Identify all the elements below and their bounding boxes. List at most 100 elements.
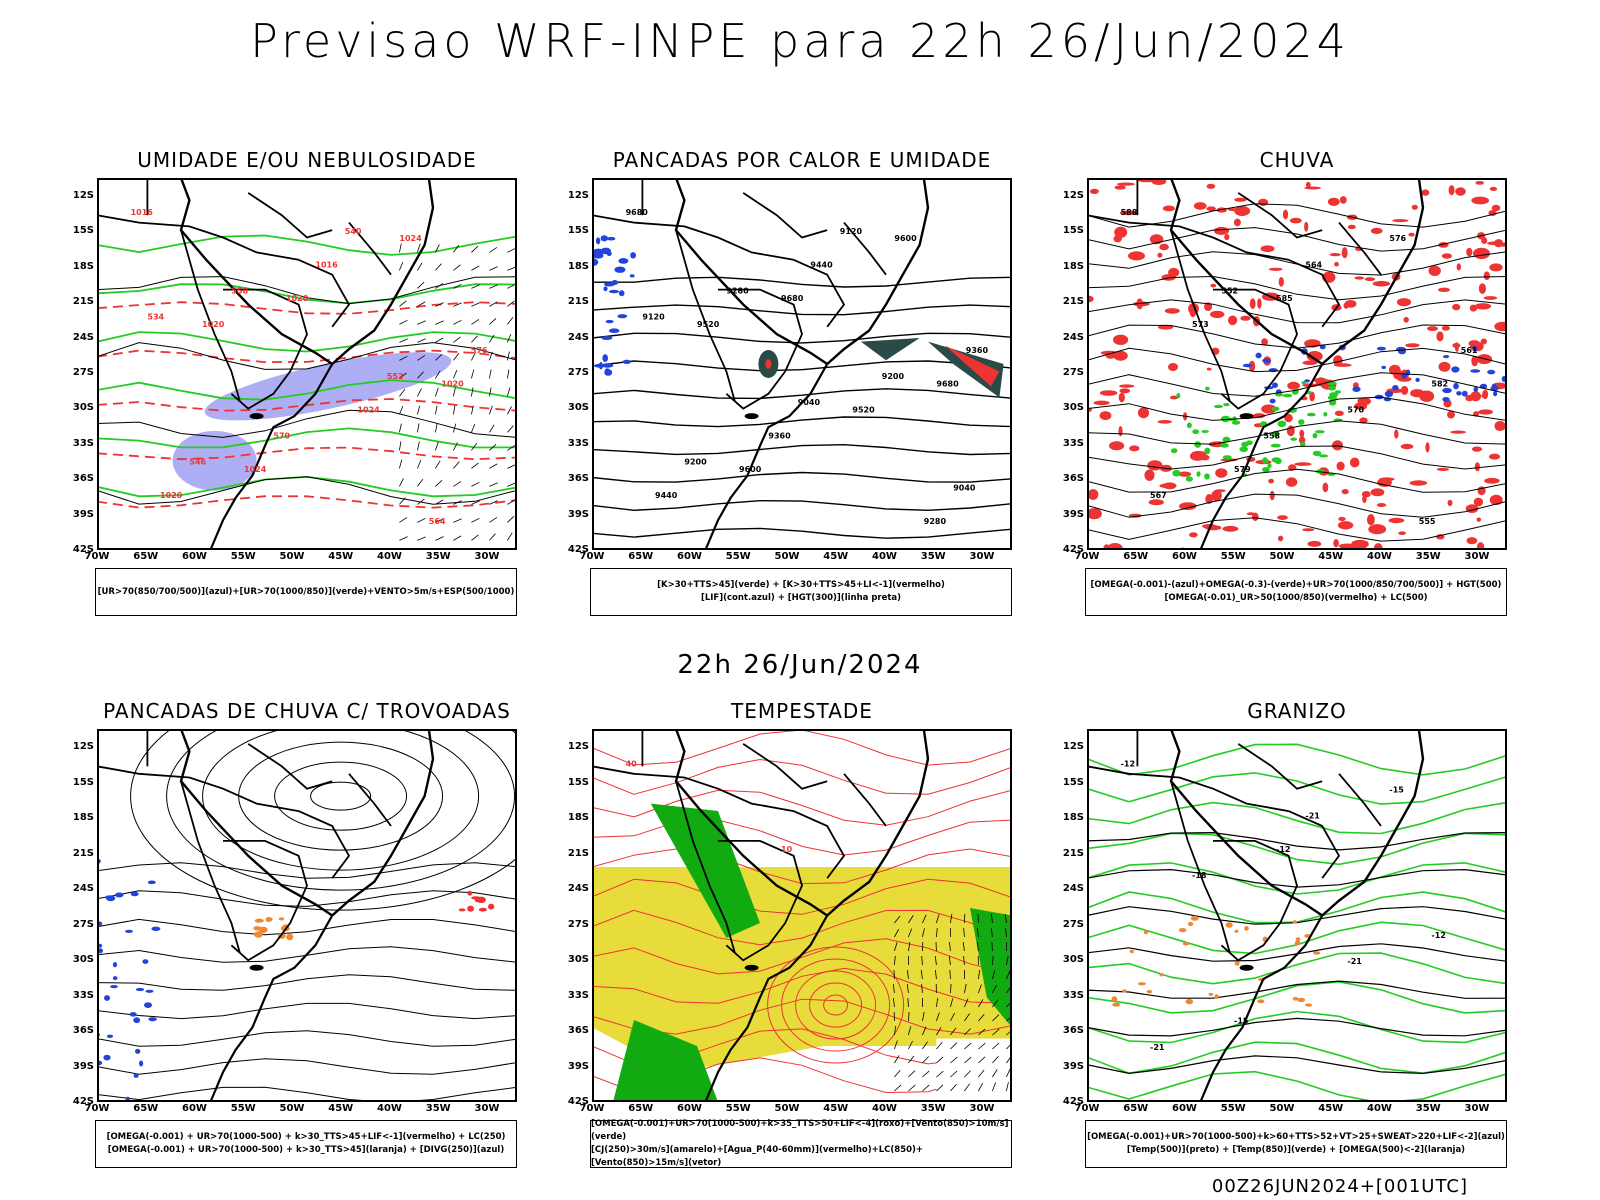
wind-vector-21 <box>417 320 426 325</box>
wind15-vector-34 <box>922 1026 927 1036</box>
wind15-vector-29 <box>921 955 923 966</box>
omega500-orange-cell-5 <box>1182 942 1190 946</box>
umidade-border-3 <box>298 258 351 328</box>
omega-red-cell-257 <box>1481 237 1488 244</box>
omega-green-cell-3 <box>1323 412 1328 417</box>
streamline-6 <box>97 1030 517 1047</box>
tempestade-coastline-south <box>704 914 829 1102</box>
lat-label: 24S <box>567 883 589 894</box>
omega-red-cell-66 <box>1436 331 1444 342</box>
omega-red-cell-103 <box>1392 219 1409 223</box>
wind15-vector-99 <box>992 1028 1000 1036</box>
lon-label: 55W <box>725 1103 751 1114</box>
omega-green-cell-36 <box>1219 443 1229 448</box>
pancadas-calor-contour-label: 9280 <box>726 286 749 295</box>
wind15-vector-5 <box>892 983 895 994</box>
omega-red-cell-173 <box>1169 395 1179 400</box>
granizo-contour-label: -12 <box>1121 759 1135 768</box>
pancadas-calor-border-2 <box>718 288 803 410</box>
chuva-border-2 <box>1213 288 1298 410</box>
orange-cell-cell-10 <box>259 926 268 933</box>
omega-red-cell-227 <box>1359 417 1368 424</box>
omega-red-cell-80 <box>1137 407 1150 419</box>
lat-label: 15S <box>567 776 589 788</box>
omega-red-cell-118 <box>1488 453 1501 460</box>
omega-red-cell-259 <box>1343 302 1349 309</box>
tempestade-contour-label: 10 <box>781 845 793 854</box>
pancadas-calor-contour-label: 9600 <box>739 465 762 474</box>
omega-red-cell-246 <box>1287 381 1300 390</box>
umidade-contour-label: 1016 <box>131 208 154 217</box>
lon-label: 40W <box>377 551 402 562</box>
chuva-contour-label: 573 <box>1192 320 1209 329</box>
lon-label: 45W <box>823 551 849 562</box>
omega-red-cell-76 <box>1252 413 1266 419</box>
omega-red-cell-221 <box>1400 385 1409 395</box>
umidade-contour-label: 558 <box>231 286 248 295</box>
orange-cell-cell-3 <box>254 918 264 923</box>
lat-label: 21S <box>567 296 589 308</box>
hgt300-contour-7 <box>592 471 1012 483</box>
lif-blue-cell-28 <box>629 274 635 278</box>
wind15-vector-93 <box>991 941 993 952</box>
lon-label: 65W <box>133 551 159 562</box>
lif-blue-cell-10 <box>608 328 620 333</box>
wind-vector-78 <box>471 423 476 433</box>
omega-red-cell-10 <box>1206 367 1212 371</box>
wind-vector-89 <box>489 318 497 325</box>
hgt500-contour-10 <box>1087 445 1507 470</box>
wind-vector-30 <box>417 478 424 487</box>
lif-blue-cell-4 <box>630 252 636 259</box>
omega-red-cell-165 <box>1144 469 1155 481</box>
omega-red-cell-17 <box>1289 217 1302 224</box>
hgt500-contour-7 <box>1087 372 1507 397</box>
wind-vector-19 <box>417 281 425 289</box>
umidade-border-2 <box>223 288 308 410</box>
granizo-border-4 <box>1338 773 1382 827</box>
thickness-line-4 <box>97 495 517 509</box>
temp850-contour-8 <box>1087 980 1507 1014</box>
omega-blue-cell-7 <box>1443 355 1450 359</box>
trovoadas-lagoon <box>249 964 264 971</box>
wind-vector-32 <box>417 517 426 523</box>
wind-vector-90 <box>489 334 495 343</box>
wind15-vector-27 <box>922 928 925 938</box>
thickness-line-2 <box>97 398 517 412</box>
wind15-vector-67 <box>962 941 965 952</box>
lif-blue-cell-17 <box>605 319 614 324</box>
omega-red-cell-92 <box>1302 360 1318 365</box>
pressure-isobar-2 <box>97 409 517 438</box>
wind15-vector-88 <box>978 1056 986 1064</box>
omega-green-cell-42 <box>1262 467 1270 473</box>
omega-red-cell-192 <box>1332 440 1343 451</box>
wind15-vector-92 <box>990 927 993 938</box>
divg-blue-cell-6 <box>110 985 118 989</box>
omega-blue-cell-34 <box>1473 386 1479 392</box>
map-svg-tempestade: 40 10 <box>592 729 1012 1102</box>
omega-red-cell-187 <box>1478 283 1486 294</box>
lat-label: 21S <box>72 296 94 308</box>
omega-red-cell-149 <box>1240 315 1251 321</box>
wind15-vector-54 <box>949 941 951 952</box>
wind-vector-45 <box>435 441 439 451</box>
divg-blue-cell-1 <box>125 1096 131 1101</box>
lon-label: 65W <box>628 551 654 562</box>
wind850-green-east <box>970 908 1012 1028</box>
divg-blue-cell-2 <box>142 959 149 964</box>
omega-red-cell-84 <box>1421 189 1430 196</box>
omega-red-cell-228 <box>1302 528 1315 532</box>
wind-vector-86 <box>489 266 498 271</box>
legend-chuva: [OMEGA(-0.001)-(azul)+OMEGA(-0.3)-(verde… <box>1085 568 1507 616</box>
omega-red-cell-181 <box>1447 410 1455 419</box>
chuva-coastline-south <box>1199 363 1324 550</box>
omega-red-cell-179 <box>1438 287 1450 292</box>
lat-label: 18S <box>1062 812 1084 823</box>
omega-red-cell-243 <box>1093 400 1110 406</box>
divg-blue-cell-14 <box>133 1073 139 1078</box>
legend-line-tempestade-1: [CJ(250)>30m/s](amarelo)+[Agua_P(40-60mm… <box>591 1145 924 1168</box>
lat-label: 42S <box>1062 1096 1084 1107</box>
lat-label: 30S <box>567 954 589 965</box>
omega-red-cell-148 <box>1489 263 1503 272</box>
omega-blue-cell-29 <box>1384 390 1394 398</box>
lat-label: 24S <box>72 883 94 894</box>
